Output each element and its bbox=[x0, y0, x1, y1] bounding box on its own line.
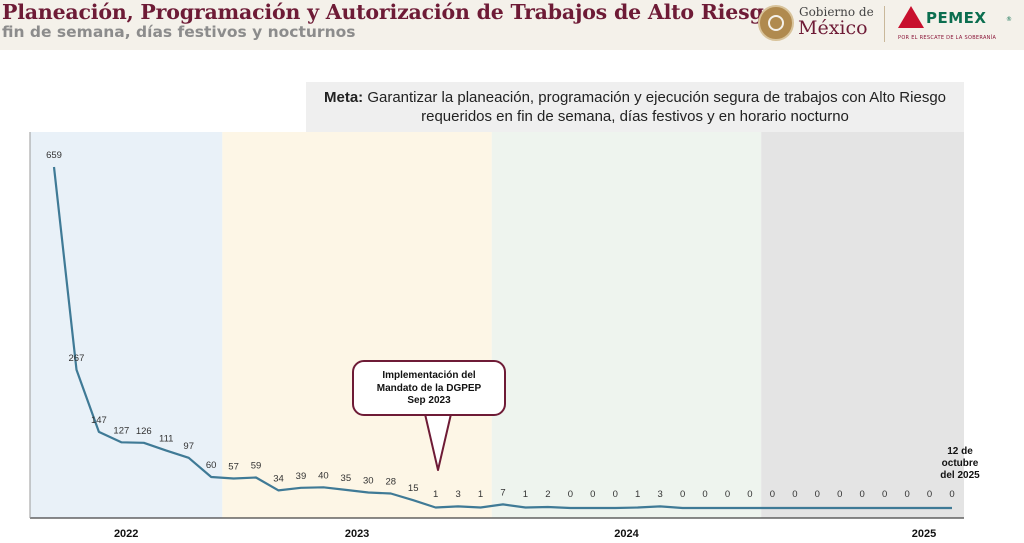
data-label: 0 bbox=[590, 489, 595, 500]
gobierno-logo-line1: Gobierno de bbox=[799, 5, 874, 19]
data-label: 127 bbox=[113, 425, 129, 436]
pemex-registered-mark: ® bbox=[1006, 16, 1012, 23]
data-label: 0 bbox=[680, 489, 685, 500]
year-band-2025 bbox=[761, 132, 964, 518]
goal-box: Meta: Garantizar la planeación, programa… bbox=[306, 82, 964, 132]
date-line-2: del 2025 bbox=[940, 470, 980, 481]
data-label: 111 bbox=[159, 434, 173, 445]
gobierno-seal-icon bbox=[758, 5, 794, 41]
year-band-2024 bbox=[491, 132, 762, 518]
data-label: 7 bbox=[500, 487, 505, 498]
data-label: 0 bbox=[613, 489, 618, 500]
data-label: 30 bbox=[363, 475, 374, 486]
data-label: 1 bbox=[433, 489, 438, 500]
callout-line-2: Mandato de la DGPEP bbox=[376, 382, 482, 394]
data-label: 15 bbox=[408, 483, 419, 494]
data-label: 97 bbox=[183, 441, 194, 452]
data-label: 1 bbox=[478, 489, 483, 500]
data-label: 59 bbox=[251, 460, 262, 471]
year-band-2022 bbox=[30, 132, 223, 518]
data-label: 0 bbox=[770, 489, 775, 500]
pemex-logo-text: PEMEX bbox=[926, 9, 987, 27]
data-label: 0 bbox=[568, 489, 573, 500]
data-label: 0 bbox=[904, 489, 909, 500]
x-tick-label-2024: 2024 bbox=[614, 528, 639, 540]
data-label: 3 bbox=[455, 489, 460, 500]
page-subtitle: fin de semana, días festivos y nocturnos bbox=[2, 23, 356, 41]
data-label: 659 bbox=[46, 150, 62, 161]
year-bands bbox=[30, 132, 964, 518]
data-label: 1 bbox=[635, 489, 640, 500]
data-label: 2 bbox=[545, 489, 550, 500]
callout-text: Implementación del Mandato de la DGPEP S… bbox=[354, 370, 504, 408]
goal-text: Meta: Garantizar la planeación, programa… bbox=[320, 89, 950, 126]
data-label: 28 bbox=[385, 477, 396, 488]
callout-line-1: Implementación del bbox=[382, 370, 476, 381]
x-tick-label-2025: 2025 bbox=[912, 528, 936, 540]
date-line-1: 12 de octubre bbox=[941, 446, 979, 469]
data-label: 0 bbox=[792, 489, 797, 500]
date-annotation: 12 de octubre del 2025 bbox=[930, 446, 990, 482]
gobierno-logo-line2: México bbox=[798, 17, 868, 39]
data-label: 126 bbox=[136, 426, 152, 437]
callout-line-3: Sep 2023 bbox=[407, 395, 451, 406]
data-label: 57 bbox=[228, 462, 239, 473]
header-bar: Planeación, Programación y Autorización … bbox=[0, 0, 1024, 50]
year-band-2023 bbox=[222, 132, 492, 518]
series-line bbox=[52, 166, 952, 510]
data-label: 3 bbox=[658, 489, 663, 500]
data-label: 267 bbox=[69, 353, 85, 364]
data-label: 0 bbox=[949, 489, 954, 500]
data-label: 0 bbox=[815, 489, 820, 500]
pemex-mark-icon bbox=[898, 6, 924, 28]
data-label: 39 bbox=[296, 471, 307, 482]
data-label: 0 bbox=[837, 489, 842, 500]
x-tick-label-2022: 2022 bbox=[114, 528, 138, 540]
data-label: 0 bbox=[882, 489, 887, 500]
x-tick-labels: 2022 2023 2024 2025 bbox=[114, 528, 936, 540]
page-title: Planeación, Programación y Autorización … bbox=[2, 0, 778, 24]
goal-description: Garantizar la planeación, programación y… bbox=[367, 89, 946, 125]
data-label: 147 bbox=[91, 415, 107, 426]
data-label: 1 bbox=[523, 489, 528, 500]
logo-divider bbox=[884, 6, 885, 42]
x-tick-label-2023: 2023 bbox=[345, 528, 369, 540]
logos: Gobierno de México PEMEX ® POR EL RESCAT… bbox=[756, 2, 1024, 46]
data-label: 34 bbox=[273, 473, 284, 484]
pemex-tagline: POR EL RESCATE DE LA SOBERANÍA bbox=[898, 35, 997, 41]
data-label: 0 bbox=[747, 489, 752, 500]
data-label: 0 bbox=[725, 489, 730, 500]
data-label: 0 bbox=[860, 489, 865, 500]
data-label: 35 bbox=[341, 473, 352, 484]
data-label: 60 bbox=[206, 460, 217, 471]
data-label: 0 bbox=[702, 489, 707, 500]
goal-label: Meta: bbox=[323, 89, 364, 106]
data-label: 0 bbox=[927, 489, 932, 500]
implementation-callout: Implementación del Mandato de la DGPEP S… bbox=[352, 360, 506, 416]
data-label: 40 bbox=[318, 470, 329, 481]
